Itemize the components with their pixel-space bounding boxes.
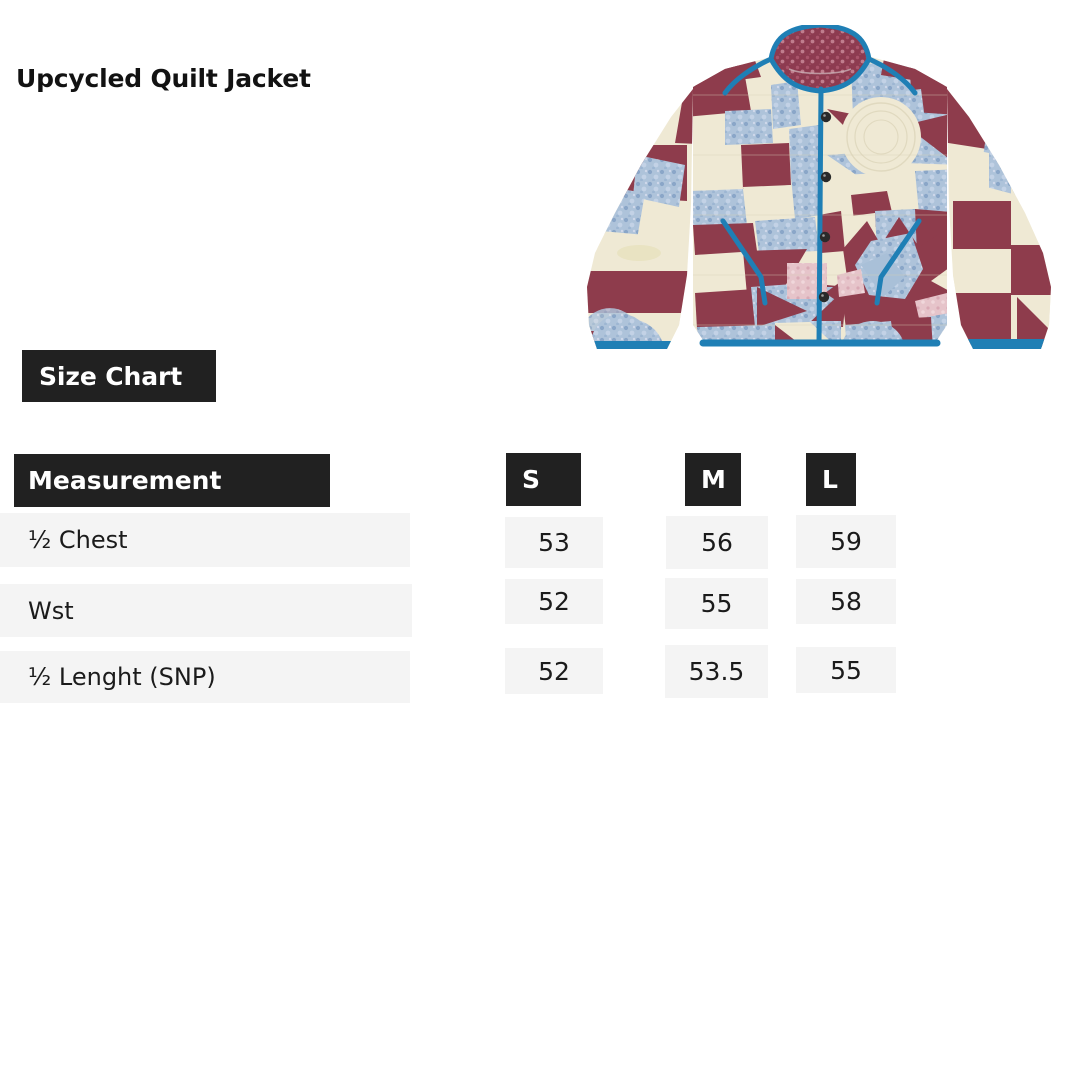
cell-half-lenght-l: 55 [796, 647, 896, 693]
size-chart-table: Measurement S M L ½ Chest 53 56 59 Wst 5… [0, 440, 1080, 709]
quilt-jacket-photo [575, 25, 1065, 390]
column-header-size-s: S [506, 453, 581, 506]
cell-wst-s: 52 [505, 579, 603, 624]
size-chart-heading: Size Chart [22, 350, 216, 402]
table-row: ½ Lenght (SNP) 52 53.5 55 [0, 642, 1080, 709]
cell-half-lenght-m: 53.5 [665, 645, 768, 698]
size-chart-heading-label: Size Chart [39, 361, 183, 391]
cell-half-chest-m: 56 [666, 516, 768, 569]
cell-wst-l: 58 [796, 579, 896, 624]
row-label-half-lenght-snp: ½ Lenght (SNP) [0, 651, 410, 703]
table-row: ½ Chest 53 56 59 [0, 508, 1080, 575]
column-header-size-m: M [685, 453, 741, 506]
column-header-measurement: Measurement [14, 454, 330, 507]
row-label-half-chest: ½ Chest [0, 513, 410, 567]
page-title: Upcycled Quilt Jacket [16, 64, 311, 93]
cell-half-lenght-s: 52 [505, 648, 603, 694]
table-header-row: Measurement S M L [0, 440, 1080, 508]
cell-half-chest-s: 53 [505, 517, 603, 568]
cell-half-chest-l: 59 [796, 515, 896, 568]
row-label-wst: Wst [0, 584, 412, 637]
cell-wst-m: 55 [665, 578, 768, 629]
table-row: Wst 52 55 58 [0, 575, 1080, 642]
column-header-size-l: L [806, 453, 856, 506]
